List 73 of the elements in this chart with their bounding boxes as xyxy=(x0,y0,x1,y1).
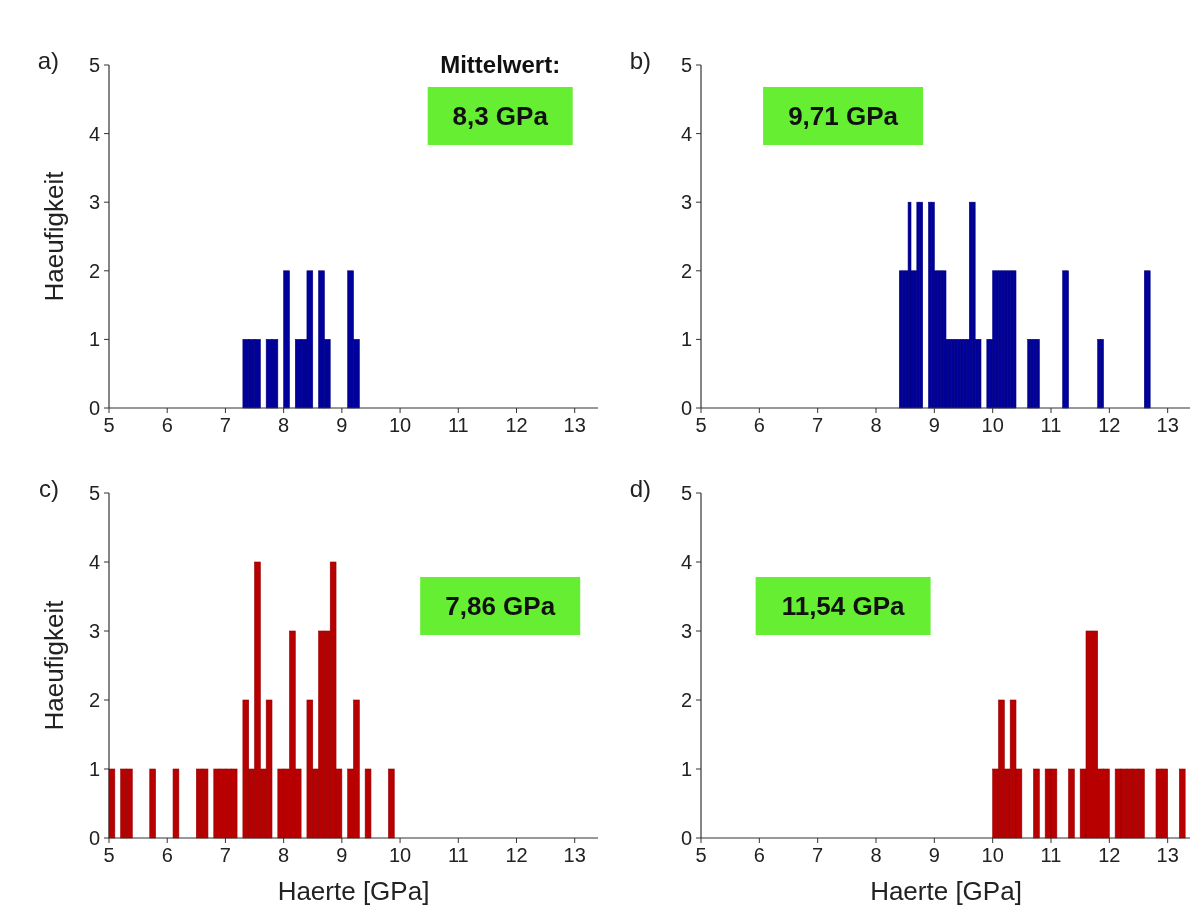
y-tick-label: 5 xyxy=(88,482,100,504)
y-tick-label: 1 xyxy=(680,328,692,351)
y-tick-label: 4 xyxy=(680,551,692,573)
x-tick-label: 13 xyxy=(563,414,586,436)
y-tick-label: 3 xyxy=(680,191,692,214)
x-tick-label: 12 xyxy=(505,414,528,436)
x-tick-label: 10 xyxy=(981,844,1004,866)
x-tick-label: 6 xyxy=(161,414,173,436)
x-tick-label: 11 xyxy=(447,414,469,436)
x-tick-label: 12 xyxy=(505,844,528,866)
x-tick-label: 5 xyxy=(103,844,115,866)
y-tick-label: 3 xyxy=(88,620,100,642)
y-tick-label: 0 xyxy=(680,827,692,849)
annotation: 11,54 GPa xyxy=(781,591,906,621)
x-tick-label: 9 xyxy=(928,844,940,866)
x-tick-label: 6 xyxy=(161,844,173,866)
x-tick-label: 9 xyxy=(336,844,348,866)
y-tick-label: 2 xyxy=(88,259,100,282)
y-axis-title: Haeufigkeit xyxy=(39,170,69,302)
y-tick-label: 4 xyxy=(88,551,100,573)
x-tick-label: 6 xyxy=(753,844,765,866)
x-axis-title: Haerte [GPa] xyxy=(277,876,430,906)
y-tick-label: 2 xyxy=(680,689,692,711)
annotation: Mittelwert: xyxy=(440,51,561,78)
x-tick-label: 11 xyxy=(1040,844,1062,866)
x-tick-label: 7 xyxy=(812,414,824,436)
x-tick-label: 9 xyxy=(336,414,348,436)
x-tick-label: 13 xyxy=(1156,844,1179,866)
x-tick-label: 8 xyxy=(278,844,290,866)
x-tick-label: 13 xyxy=(1156,414,1179,436)
x-tick-label: 5 xyxy=(103,414,115,436)
y-tick-label: 3 xyxy=(88,191,100,214)
x-tick-label: 11 xyxy=(1040,414,1062,436)
y-tick-label: 0 xyxy=(680,397,692,419)
y-tick-label: 1 xyxy=(88,758,100,780)
chart-title: b) xyxy=(629,47,651,74)
x-tick-label: 12 xyxy=(1098,844,1121,866)
x-tick-label: 5 xyxy=(695,844,707,866)
x-axis-title: Haerte [GPa] xyxy=(870,876,1022,906)
x-tick-label: 13 xyxy=(563,844,586,866)
y-tick-label: 2 xyxy=(680,259,692,282)
y-tick-label: 5 xyxy=(680,482,692,504)
x-tick-label: 7 xyxy=(812,844,824,866)
y-tick-label: 1 xyxy=(680,758,692,780)
annotation: 9,71 GPa xyxy=(788,101,899,131)
x-tick-label: 9 xyxy=(928,414,940,436)
x-tick-label: 11 xyxy=(447,844,469,866)
y-tick-label: 1 xyxy=(88,328,100,351)
chart-title: d) xyxy=(629,475,651,502)
x-tick-label: 10 xyxy=(981,414,1004,436)
x-tick-label: 5 xyxy=(695,414,707,436)
x-tick-label: 8 xyxy=(870,844,882,866)
y-tick-label: 2 xyxy=(88,689,100,711)
y-tick-label: 5 xyxy=(680,54,692,76)
x-tick-label: 7 xyxy=(219,414,231,436)
y-tick-label: 5 xyxy=(88,54,100,76)
y-tick-label: 4 xyxy=(88,122,100,145)
x-tick-label: 7 xyxy=(219,844,231,866)
x-tick-label: 10 xyxy=(388,844,412,866)
x-tick-label: 10 xyxy=(388,414,412,436)
x-tick-label: 8 xyxy=(870,414,882,436)
y-tick-label: 4 xyxy=(680,122,692,145)
x-tick-label: 12 xyxy=(1098,414,1121,436)
x-tick-label: 6 xyxy=(753,414,765,436)
chart-title: a) xyxy=(37,47,59,74)
x-tick-label: 8 xyxy=(278,414,290,436)
annotation: 8,3 GPa xyxy=(452,101,549,131)
chart-title: c) xyxy=(39,475,59,502)
y-tick-label: 0 xyxy=(88,397,100,419)
y-tick-label: 0 xyxy=(88,827,100,849)
y-axis-title: Haeufigkeit xyxy=(39,599,69,731)
y-tick-label: 3 xyxy=(680,620,692,642)
annotation: 7,86 GPa xyxy=(445,591,556,621)
